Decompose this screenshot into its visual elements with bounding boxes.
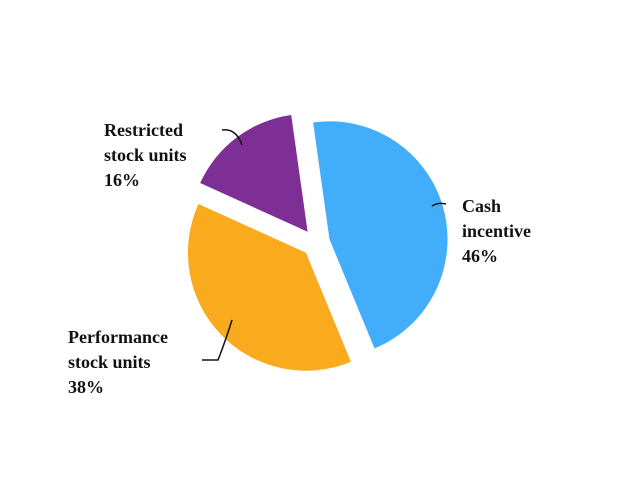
label-value: 16% xyxy=(104,170,140,190)
label-name: Performance stock units xyxy=(68,327,168,372)
slice-label: Cash incentive 46% xyxy=(462,194,562,269)
leader-line xyxy=(202,319,233,361)
pie-slice xyxy=(187,203,351,371)
leader-line xyxy=(431,202,447,207)
pie-slice xyxy=(313,121,448,349)
label-value: 46% xyxy=(462,246,498,266)
label-name: Restricted stock units xyxy=(104,120,187,165)
pie-slice xyxy=(200,114,308,232)
leader-line xyxy=(221,129,243,146)
slice-label: Restricted stock units 16% xyxy=(104,118,214,193)
label-name: Cash incentive xyxy=(462,196,531,241)
label-value: 38% xyxy=(68,377,104,397)
slice-label: Performance stock units 38% xyxy=(68,325,198,400)
